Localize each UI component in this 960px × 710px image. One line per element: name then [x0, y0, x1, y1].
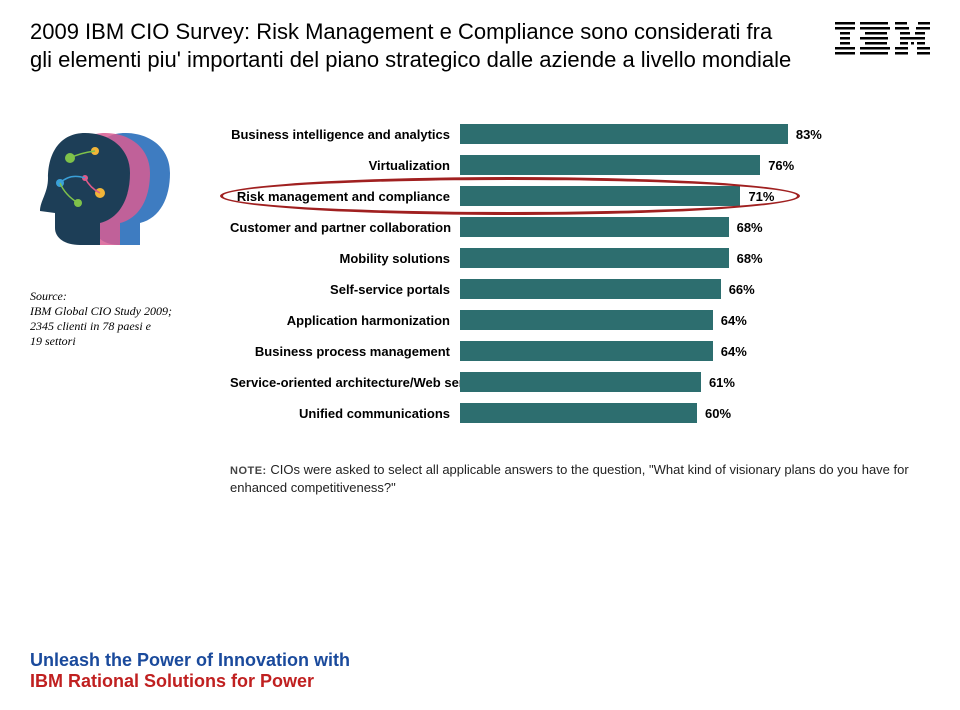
chart-bar-track: 71%	[460, 186, 930, 206]
chart-row-label: Customer and partner collaboration	[230, 220, 460, 235]
page-title: 2009 IBM CIO Survey: Risk Management e C…	[30, 18, 795, 73]
chart-bar-value: 76%	[768, 158, 794, 173]
chart-bar	[460, 341, 713, 361]
chart-bar-track: 61%	[460, 372, 930, 392]
chart-row: Self-service portals 66%	[230, 278, 930, 300]
chart-row: Service-oriented architecture/Web servic…	[230, 371, 930, 393]
chart-bar	[460, 403, 697, 423]
chart-bar	[460, 124, 788, 144]
chart-bar-value: 61%	[709, 375, 735, 390]
chart-bar	[460, 279, 721, 299]
chart-row: Business intelligence and analytics 83%	[230, 123, 930, 145]
source-line: 19 settori	[30, 334, 220, 349]
chart-bar	[460, 248, 729, 268]
note-label: NOTE:	[230, 465, 267, 477]
chart-bar-value: 71%	[748, 189, 774, 204]
chart-bar-track: 68%	[460, 217, 930, 237]
chart-bar	[460, 217, 729, 237]
heads-graphic	[30, 123, 180, 253]
chart-row-label: Business intelligence and analytics	[230, 127, 460, 142]
chart-row: Virtualization 76%	[230, 154, 930, 176]
footer-line-1: Unleash the Power of Innovation with	[30, 650, 350, 671]
source-line: Source:	[30, 289, 220, 304]
footer-line-2: IBM Rational Solutions for Power	[30, 671, 350, 692]
ibm-logo	[835, 22, 930, 58]
chart-bar-track: 66%	[460, 279, 930, 299]
source-line: IBM Global CIO Study 2009;	[30, 304, 220, 319]
chart-row: Business process management 64%	[230, 340, 930, 362]
chart-bar-track: 64%	[460, 341, 930, 361]
source-citation: Source: IBM Global CIO Study 2009; 2345 …	[30, 289, 220, 349]
chart-bar-value: 64%	[721, 344, 747, 359]
chart-bar-track: 68%	[460, 248, 930, 268]
chart-row-label: Self-service portals	[230, 282, 460, 297]
chart-row-label: Unified communications	[230, 406, 460, 421]
chart-row: Risk management and compliance 71%	[230, 185, 930, 207]
chart-row: Application harmonization 64%	[230, 309, 930, 331]
chart-row-label: Application harmonization	[230, 313, 460, 328]
chart-row: Mobility solutions 68%	[230, 247, 930, 269]
chart-bar	[460, 186, 740, 206]
chart-row-label: Mobility solutions	[230, 251, 460, 266]
chart-row-label: Virtualization	[230, 158, 460, 173]
chart-bar-track: 64%	[460, 310, 930, 330]
chart-bar-value: 83%	[796, 127, 822, 142]
chart-bar-track: 83%	[460, 124, 930, 144]
chart-bar	[460, 310, 713, 330]
chart-bar-value: 66%	[729, 282, 755, 297]
chart-row: Customer and partner collaboration 68%	[230, 216, 930, 238]
note-text: CIOs were asked to select all applicable…	[230, 462, 909, 495]
chart-note: NOTE: CIOs were asked to select all appl…	[230, 461, 930, 496]
chart-bar-value: 68%	[737, 251, 763, 266]
chart-row: Unified communications 60%	[230, 402, 930, 424]
chart-row-label: Risk management and compliance	[230, 189, 460, 204]
chart-row-label: Business process management	[230, 344, 460, 359]
chart-bar-track: 60%	[460, 403, 930, 423]
chart-bar-track: 76%	[460, 155, 930, 175]
chart-bar-value: 60%	[705, 406, 731, 421]
chart-bar-value: 68%	[737, 220, 763, 235]
chart-bar	[460, 155, 760, 175]
chart-bar	[460, 372, 701, 392]
priorities-bar-chart: Business intelligence and analytics 83% Vi…	[230, 123, 930, 424]
chart-bar-value: 64%	[721, 313, 747, 328]
source-line: 2345 clienti in 78 paesi e	[30, 319, 220, 334]
chart-row-label: Service-oriented architecture/Web servic…	[230, 375, 460, 390]
